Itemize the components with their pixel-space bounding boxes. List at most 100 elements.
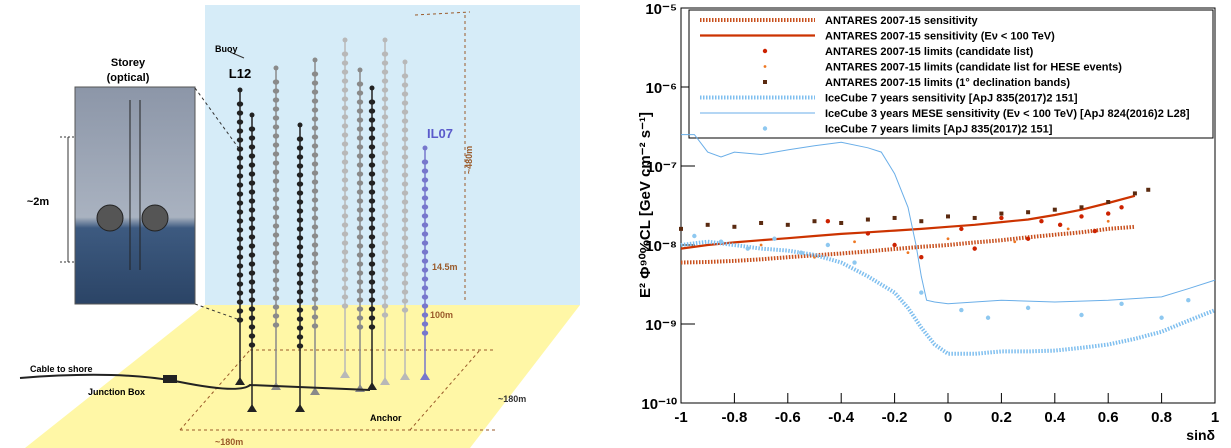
storey xyxy=(381,231,389,237)
storey xyxy=(311,269,319,275)
sea-background xyxy=(205,5,580,305)
label: ~2m xyxy=(27,196,50,208)
storey xyxy=(311,71,319,77)
storey xyxy=(401,208,409,214)
storey xyxy=(381,195,389,201)
storey xyxy=(296,217,304,223)
storey xyxy=(311,260,319,266)
storey xyxy=(236,128,244,134)
storey xyxy=(296,253,304,259)
data-point xyxy=(812,219,817,224)
storey xyxy=(236,272,244,278)
data-point xyxy=(1057,222,1063,228)
data-point xyxy=(759,220,764,225)
storey xyxy=(248,171,256,177)
y-tick-label: 10⁻¹⁰ xyxy=(641,396,677,413)
storey xyxy=(381,60,389,66)
storey xyxy=(401,199,409,205)
storey xyxy=(356,126,364,132)
storey xyxy=(341,123,349,129)
storey xyxy=(311,251,319,257)
storey xyxy=(421,285,429,291)
storey xyxy=(341,231,349,237)
storey xyxy=(356,243,364,249)
storey xyxy=(296,280,304,286)
storey xyxy=(381,285,389,291)
data-point xyxy=(999,211,1004,216)
storey xyxy=(236,308,244,314)
storey xyxy=(272,286,280,292)
storey xyxy=(296,235,304,241)
data-point xyxy=(959,226,964,232)
data-point xyxy=(705,222,710,227)
storey xyxy=(381,222,389,228)
storey xyxy=(341,159,349,165)
storey xyxy=(368,315,376,321)
storey xyxy=(421,240,429,246)
storey xyxy=(421,213,429,219)
storey xyxy=(341,294,349,300)
storey xyxy=(236,173,244,179)
x-tick-label: -0.6 xyxy=(775,409,801,426)
storey xyxy=(272,250,280,256)
storey xyxy=(356,234,364,240)
storey xyxy=(248,279,256,285)
data-point xyxy=(1106,211,1111,216)
storey xyxy=(368,144,376,150)
storey xyxy=(236,281,244,287)
data-point xyxy=(1066,227,1070,231)
storey xyxy=(248,315,256,321)
zoom-lines xyxy=(194,87,241,321)
storey xyxy=(356,288,364,294)
storey xyxy=(368,171,376,177)
storey xyxy=(272,124,280,130)
storey xyxy=(401,145,409,151)
storey xyxy=(421,159,429,165)
storey xyxy=(272,313,280,319)
storey xyxy=(311,197,319,203)
data-point xyxy=(1146,187,1151,192)
storey xyxy=(401,298,409,304)
storey xyxy=(381,78,389,84)
storey xyxy=(296,316,304,322)
storey xyxy=(381,303,389,309)
storey xyxy=(296,244,304,250)
storey xyxy=(381,267,389,273)
storey xyxy=(381,69,389,75)
storey xyxy=(341,240,349,246)
storey xyxy=(248,207,256,213)
storey xyxy=(381,132,389,138)
data-point xyxy=(1079,214,1084,219)
storey xyxy=(236,191,244,197)
buoy-arrow xyxy=(229,51,245,59)
anchor xyxy=(295,404,305,412)
storey xyxy=(356,270,364,276)
storey xyxy=(381,213,389,219)
x-tick-label: 0 xyxy=(944,409,952,426)
storey xyxy=(311,287,319,293)
storey xyxy=(421,321,429,327)
storey xyxy=(341,78,349,84)
anchor xyxy=(380,377,390,385)
storey xyxy=(311,80,319,86)
data-point xyxy=(853,240,856,244)
storey xyxy=(356,153,364,159)
storey xyxy=(356,297,364,303)
storey xyxy=(401,235,409,241)
storey-photo xyxy=(74,86,196,305)
x-tick-label: -0.4 xyxy=(828,409,855,426)
storey xyxy=(272,304,280,310)
data-point xyxy=(1052,207,1057,212)
storey xyxy=(236,101,244,107)
storey xyxy=(401,100,409,106)
storey xyxy=(381,312,389,318)
buoy xyxy=(357,67,363,73)
storey xyxy=(341,276,349,282)
data-point xyxy=(972,215,977,220)
data-point xyxy=(1079,205,1084,210)
storey xyxy=(341,114,349,120)
data-point xyxy=(999,215,1004,221)
storey xyxy=(401,127,409,133)
data-point xyxy=(1159,315,1164,320)
storey xyxy=(296,307,304,313)
